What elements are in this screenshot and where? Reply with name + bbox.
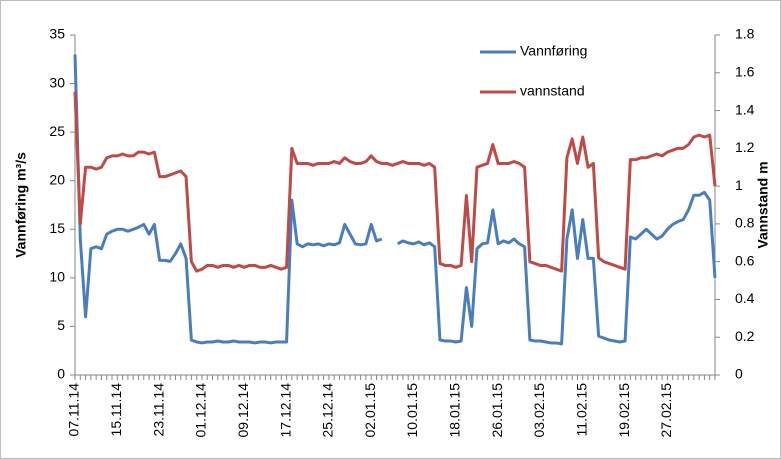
y-tick-label: 30 (49, 74, 65, 90)
y2-tick-label: 1.4 (735, 101, 755, 117)
y-tick-label: 15 (49, 220, 65, 236)
y2-tick-label: 0.4 (735, 290, 755, 306)
x-tick-label: 10.01.15 (404, 383, 420, 438)
series-line (73, 91, 717, 273)
y2-axis-title: Vannstand m (755, 161, 771, 248)
x-tick-label: 11.02.15 (573, 383, 589, 437)
legend-label: vannstand (520, 83, 585, 99)
x-tick-label: 01.12.14 (193, 383, 209, 438)
y-tick-label: 5 (57, 317, 65, 333)
y2-tick-label: 1 (735, 177, 743, 193)
y2-tick-label: 0.6 (735, 252, 755, 268)
x-tick-label: 27.02.15 (658, 383, 674, 438)
x-tick-label: 26.01.15 (489, 383, 505, 438)
y2-tick-label: 0.2 (735, 328, 755, 344)
y2-tick-label: 1.2 (735, 139, 755, 155)
x-tick-label: 19.02.15 (616, 383, 632, 438)
y2-tick-label: 1.8 (735, 26, 755, 42)
x-tick-label: 07.11.14 (66, 383, 82, 437)
y-tick-label: 10 (49, 269, 65, 285)
series-line (73, 54, 717, 346)
y2-tick-label: 1.6 (735, 63, 755, 79)
x-tick-label: 23.11.14 (150, 383, 166, 437)
x-tick-label: 02.01.15 (362, 383, 378, 438)
legend-label: Vannføring (520, 43, 587, 59)
x-tick-label: 03.02.15 (531, 383, 547, 438)
y-tick-label: 35 (49, 26, 65, 42)
x-tick-label: 17.12.14 (277, 383, 293, 438)
x-tick-label: 25.12.14 (320, 383, 336, 438)
y2-tick-label: 0.8 (735, 215, 755, 231)
y-tick-label: 20 (49, 171, 65, 187)
y-tick-label: 25 (49, 123, 65, 139)
y-axis-title: Vannføring m³/s (13, 152, 29, 258)
y-tick-label: 0 (57, 366, 65, 382)
x-tick-label: 18.01.15 (447, 383, 463, 438)
x-tick-label: 09.12.14 (235, 383, 251, 438)
x-tick-label: 15.11.14 (108, 383, 124, 437)
y2-tick-label: 0 (735, 366, 743, 382)
